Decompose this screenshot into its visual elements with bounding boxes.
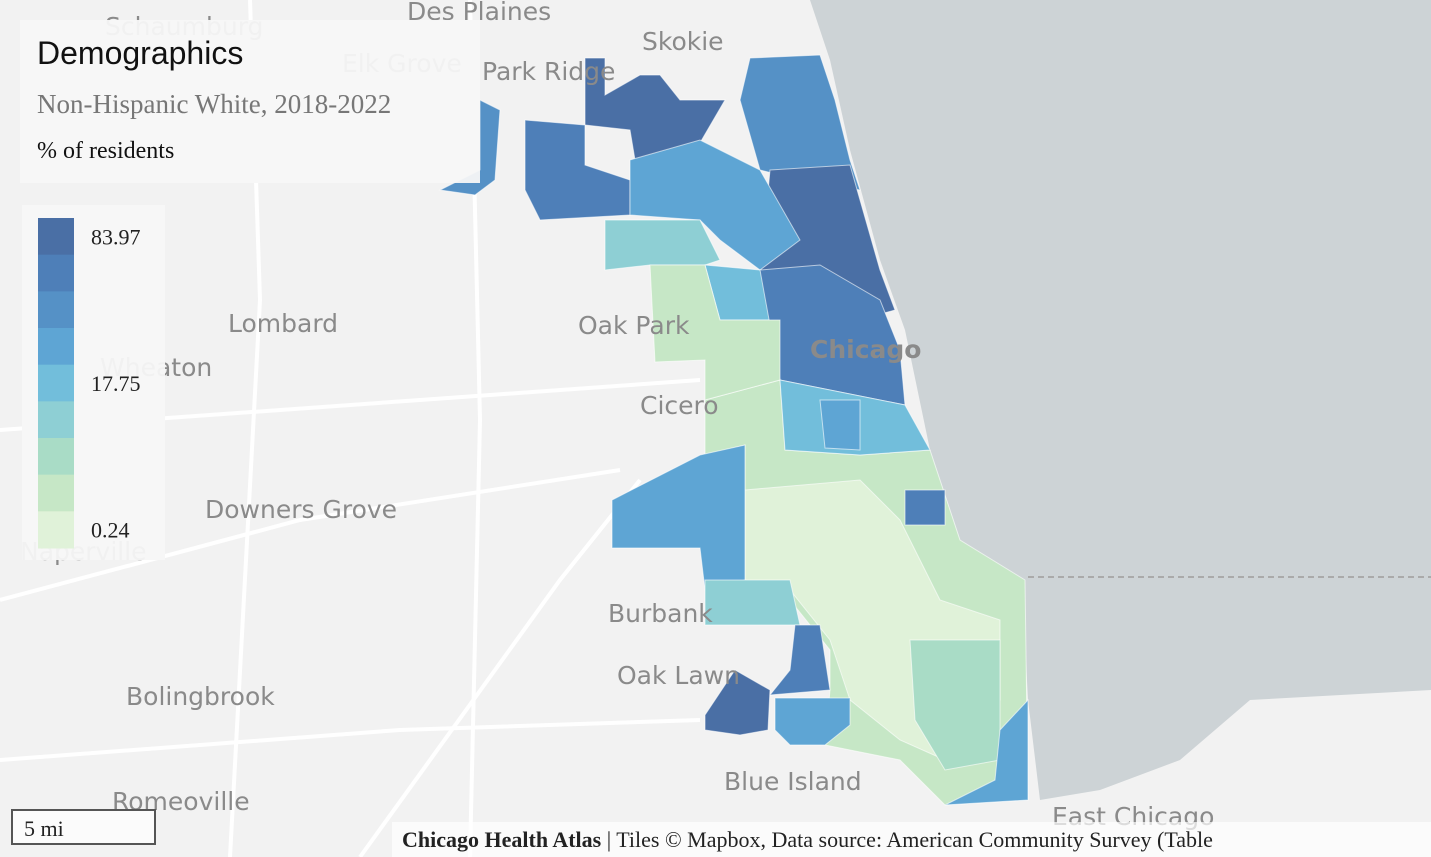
legend-unit: % of residents [37,138,174,164]
attribution-text: | Tiles © Mapbox, Data source: American … [607,827,1213,852]
road [0,718,701,762]
place-label: Oak Park [578,311,690,340]
legend-panel [20,20,480,183]
legend-swatch [38,511,74,549]
legend-title: Demographics [37,35,243,71]
region [944,698,1029,806]
region [739,54,861,191]
legend-swatch [38,328,74,366]
legend-label: 83.97 [91,224,141,249]
regions [438,54,1029,806]
scale-bar [11,809,156,845]
region [704,579,801,626]
attribution-source: Chicago Health Atlas [402,827,602,852]
lake [810,0,1431,800]
attribution: Chicago Health Atlas | Tiles © Mapbox, D… [402,827,1213,852]
legend-swatch [38,291,74,329]
region [904,489,946,526]
region [704,669,771,736]
region [774,697,851,746]
place-label: Oak Lawn [617,661,740,690]
place-label: Burbank [608,599,713,628]
place-label: Blue Island [724,767,862,796]
legend-swatch [38,474,74,512]
attribution-bar [392,822,1431,857]
legend-swatch [38,438,74,476]
region [584,57,726,161]
place-label: Downers Grove [205,495,397,524]
region [604,219,721,271]
place-label: Skokie [642,27,724,56]
region [909,639,1001,771]
legend-scale: 83.97 17.75 0.24 [38,218,141,549]
region [768,624,831,696]
legend-swatch [38,218,74,256]
legend-subtitle: Non-Hispanic White, 2018-2022 [37,89,391,119]
legend-swatch [38,254,74,292]
road [0,468,621,602]
place-label: Park Ridge [482,57,615,86]
place-label: Lombard [228,309,338,338]
legend-swatch [38,364,74,402]
place-label: Cicero [640,391,719,420]
scale-label: 5 mi [24,816,64,841]
legend-label: 0.24 [91,518,130,543]
legend-swatch [38,401,74,439]
legend-label: 17.75 [91,371,141,396]
place-label: Chicago [810,335,921,364]
place-label: Bolingbrook [126,682,275,711]
region [819,399,861,451]
